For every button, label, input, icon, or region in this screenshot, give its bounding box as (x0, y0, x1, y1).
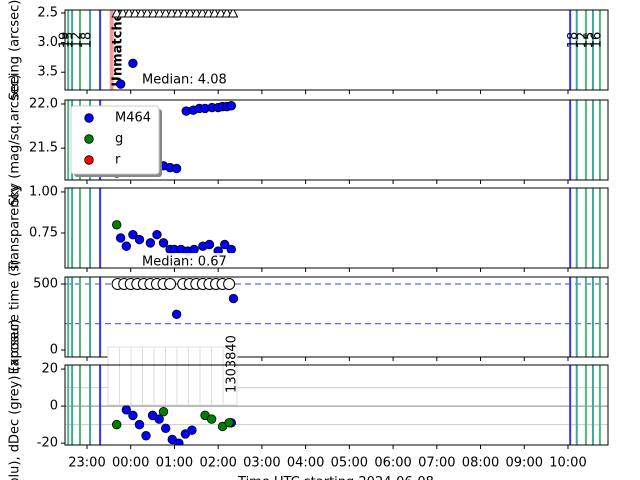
twilight-label: 18 (80, 32, 95, 49)
marker (128, 410, 138, 421)
annotation: Median: 0.67 (142, 255, 227, 270)
x-tick-label: 23:00 (68, 456, 105, 471)
axes-frame (64, 276, 609, 358)
twilight-label: 12 (69, 32, 84, 49)
marker (226, 101, 236, 111)
axes-frame (64, 187, 609, 269)
x-tick-label: 00:00 (112, 456, 149, 471)
marker (158, 238, 169, 248)
upper-limit-marker (227, 10, 239, 18)
axes-frame (64, 9, 609, 91)
marker (115, 233, 126, 243)
legend-marker (84, 155, 94, 165)
x-tick-label: 06:00 (374, 456, 411, 471)
marker (206, 414, 217, 424)
marker (154, 414, 164, 424)
x-tick-label: 01:00 (156, 456, 193, 471)
axes-frame (64, 99, 609, 181)
marker (112, 220, 122, 230)
y-tick-label: 3.0 (37, 35, 58, 50)
marker (224, 418, 234, 428)
y-axis-label: Seeing (arcsec) (8, 0, 23, 100)
y-axis-label: Exposure time (s) (8, 260, 23, 375)
marker (141, 431, 151, 441)
marker (174, 438, 184, 445)
x-tick-label: 08:00 (462, 456, 499, 471)
marker (171, 163, 182, 174)
legend (70, 105, 160, 175)
marker (220, 239, 230, 250)
marker (145, 238, 156, 248)
label-box (222, 346, 238, 406)
twilight-label: 12 (575, 32, 590, 49)
plot-area: Unmatched (67, 3, 601, 90)
y-tick-label: 3.5 (37, 65, 58, 80)
marker (134, 234, 145, 245)
y-tick-label: 500 (33, 276, 58, 291)
y-tick-label: -20 (37, 436, 58, 451)
legend-marker (84, 113, 94, 123)
legend-label: g (115, 132, 123, 147)
plot-area (65, 277, 608, 357)
marker (226, 244, 236, 255)
x-tick-label: 03:00 (243, 456, 280, 471)
marker (152, 229, 162, 240)
y-axis-label: Sky (mag/sq.arcsec) (8, 74, 23, 206)
annotation-box (137, 253, 235, 271)
marker (115, 79, 126, 89)
unmatched-span (109, 10, 114, 90)
marker (158, 406, 169, 417)
marker (228, 293, 239, 304)
twilight-label: 18 (566, 32, 581, 49)
marker (134, 419, 145, 430)
marker (128, 229, 138, 240)
x-tick-label: 09:00 (506, 456, 543, 471)
marker (189, 244, 199, 255)
legend-label: M464 (115, 111, 151, 126)
marker (187, 425, 197, 435)
x-tick-label: 10:00 (549, 456, 586, 471)
annotation: Median: 4.08 (142, 73, 227, 88)
twilight-label: 16 (589, 32, 604, 49)
marker (171, 309, 182, 320)
y-tick-label: 0 (50, 399, 58, 414)
marker (161, 423, 171, 434)
y-tick-label: 1.00 (29, 184, 58, 199)
marker (121, 405, 132, 415)
y-tick-label: 2.5 (37, 5, 58, 20)
twilight-label: 15 (582, 32, 597, 49)
legend-marker (84, 134, 94, 144)
x-tick-label: 07:00 (418, 456, 455, 471)
annotation-box (137, 71, 235, 89)
legend-label: r (115, 153, 121, 168)
marker (164, 277, 177, 290)
x-tick-label: 02:00 (199, 456, 236, 471)
marker (204, 239, 215, 250)
y-tick-label: 0.75 (29, 226, 58, 241)
x-tick-label: 04:00 (287, 456, 324, 471)
y-tick-label: 21.5 (29, 141, 58, 156)
y-tick-label: 20 (41, 362, 58, 377)
marker (121, 241, 132, 251)
axes-frame (64, 364, 609, 446)
y-tick-label: 0 (50, 343, 58, 358)
y-tick-label: 22.0 (29, 96, 58, 111)
plot-area (67, 188, 601, 268)
point-label: 1303840 (225, 335, 240, 393)
y-axis-label: (blu), dDec (grey) (arcsec) (8, 319, 23, 480)
y-axis-label: Transparency (8, 184, 23, 272)
span-label: Unmatched (111, 3, 126, 86)
x-axis-label: Time UTC starting 2024-06-08 (237, 475, 434, 480)
x-tick-label: 05:00 (331, 456, 368, 471)
marker (112, 419, 122, 430)
marker (128, 58, 138, 69)
marker (223, 277, 236, 290)
